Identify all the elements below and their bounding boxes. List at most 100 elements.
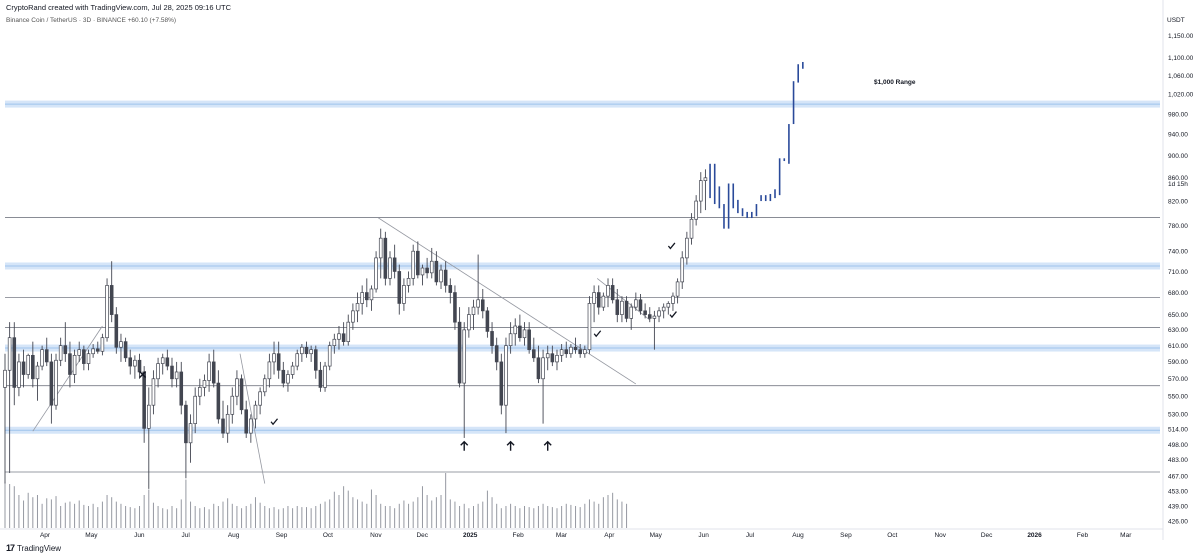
candle-down [21, 349, 26, 388]
price-tick-label: 820.00 [1168, 198, 1188, 205]
month-label: Feb [1077, 532, 1089, 539]
month-label: Oct [887, 532, 897, 539]
candle-body [661, 306, 666, 312]
candle-down [142, 366, 146, 443]
candle-up [606, 278, 610, 308]
candle-up [77, 341, 82, 362]
candle-body [420, 267, 425, 276]
candle-body [434, 260, 439, 283]
candle-body [698, 180, 703, 202]
candle-body [128, 357, 133, 367]
candle-body [508, 333, 513, 346]
candle-up [374, 251, 378, 293]
price-tick-label: 630.00 [1168, 327, 1188, 334]
projection-bars [709, 61, 804, 229]
candle-body [188, 423, 193, 444]
candle-up [657, 307, 661, 323]
candle-up [91, 344, 95, 358]
candle-body [207, 361, 211, 381]
candles [3, 169, 708, 489]
price-tick-label: 590.00 [1168, 359, 1188, 366]
candle-down [647, 307, 652, 323]
candle-up [58, 337, 63, 367]
candle-up [332, 333, 337, 354]
candle-body [239, 378, 244, 411]
candle-down [518, 314, 522, 342]
candle-up [327, 341, 332, 371]
candle-body [72, 354, 77, 375]
price-axis-unit: USDT [1167, 17, 1185, 24]
price-tick-label: 498.00 [1168, 442, 1188, 449]
candle-body [453, 292, 457, 323]
candle-up [420, 264, 425, 286]
candle-down [480, 288, 485, 319]
cross-mark-icon [139, 371, 147, 379]
year-label: 2026 [1027, 532, 1042, 539]
candle-down [184, 400, 188, 479]
candle-body [569, 346, 573, 355]
month-label: Jul [746, 532, 755, 539]
candle-up [295, 349, 300, 371]
candle-up [694, 195, 698, 226]
creator-credit: CryptoRand created with TradingView.com,… [6, 3, 231, 12]
month-label: Mar [1120, 532, 1132, 539]
candle-down [448, 278, 453, 304]
price-tick-label: 940.00 [1168, 132, 1188, 139]
candle-body [550, 353, 555, 363]
check-mark-icon [270, 418, 279, 426]
candle-body [457, 321, 462, 384]
candle-body [193, 395, 197, 424]
price-tick-label: 740.00 [1168, 249, 1188, 256]
month-label: Nov [370, 532, 382, 539]
candle-body [536, 357, 541, 380]
candle-down [610, 278, 615, 304]
price-tick-label: 453.00 [1168, 488, 1188, 495]
candle-body [221, 418, 225, 434]
candle-body [7, 337, 12, 371]
candle-up [249, 414, 253, 443]
candle-up [156, 357, 160, 388]
candle-up [541, 349, 545, 424]
candle-up [476, 254, 480, 315]
candle-body [578, 349, 582, 355]
candle-body [244, 409, 248, 434]
price-tick-label: 1,150.00 [1168, 33, 1194, 40]
candle-body [258, 391, 262, 406]
candle-body [392, 257, 397, 272]
price-tick-label: 570.00 [1168, 376, 1188, 383]
candle-down [443, 261, 448, 293]
candle-down [12, 322, 17, 406]
candle-up [675, 278, 680, 304]
candle-up [72, 349, 77, 384]
candle-body [402, 285, 406, 304]
candle-body [137, 359, 142, 373]
candle-up [119, 333, 123, 362]
candle-body [685, 237, 689, 259]
candle-body [225, 413, 230, 434]
candle-up [7, 322, 12, 474]
candle-down [95, 341, 100, 354]
candle-up [661, 303, 666, 319]
candle-body [323, 365, 327, 388]
candle-body [601, 295, 606, 308]
candle-body [596, 292, 601, 308]
candle-body [383, 237, 388, 279]
arrow-up-icon [543, 440, 552, 451]
candle-up [462, 322, 467, 438]
candle-body [318, 369, 323, 388]
candle-up [411, 244, 415, 286]
candle-body [276, 353, 281, 371]
price-tick-label: 1,020.00 [1168, 92, 1194, 99]
candle-body [147, 404, 151, 429]
candle-down [165, 349, 170, 371]
candle-down [527, 322, 531, 354]
candle-body [235, 378, 239, 397]
symbol-legend[interactable]: Binance Coin / TetherUS · 3D · BINANCE +… [6, 17, 177, 24]
candle-body [332, 338, 337, 346]
candle-body [647, 314, 652, 319]
candle-up [545, 345, 550, 371]
candle-body [638, 299, 643, 312]
price-tick-label: 439.00 [1168, 504, 1188, 511]
horizontal-levels [5, 217, 1160, 473]
